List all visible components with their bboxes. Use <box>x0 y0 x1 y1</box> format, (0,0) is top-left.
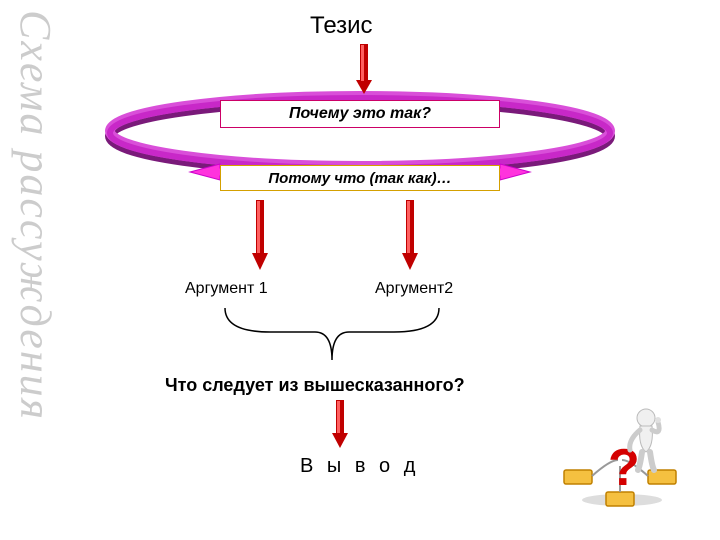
arrow-to-arg1 <box>252 200 268 270</box>
argument-1-label: Аргумент 1 <box>185 280 268 298</box>
argument-2-label: Аргумент2 <box>375 280 453 298</box>
what-follows-label: Что следует из вышесказанного? <box>165 375 465 396</box>
arrow-to-conclusion <box>332 400 348 448</box>
arrow-thesis-to-why <box>356 44 372 94</box>
conclusion-label: В ы в о д <box>300 455 419 478</box>
box-because: Потому что (так как)… <box>220 165 500 191</box>
vertical-title: Схема рассуждения <box>10 10 61 530</box>
arrow-to-arg2 <box>402 200 418 270</box>
thinker-figure-icon: ? <box>560 400 680 510</box>
thesis-label: Тезис <box>310 12 373 40</box>
svg-text:?: ? <box>608 439 640 497</box>
box-why: Почему это так? <box>220 100 500 128</box>
curly-brace <box>225 308 439 360</box>
